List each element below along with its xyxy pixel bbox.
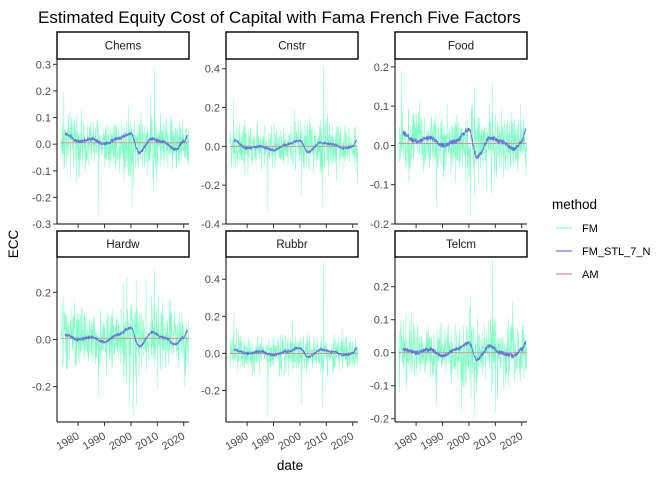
y-tick-label: 0.0 <box>36 139 51 151</box>
y-tick-label: -0.1 <box>370 381 389 393</box>
y-tick-label: 0.2 <box>374 282 389 294</box>
panel-chems: Chems -0.3 -0.2 -0.1 0.0 0.1 0.2 0.3 <box>32 31 190 231</box>
y-tick-label: 0.1 <box>374 315 389 327</box>
y-tick-label: -0.2 <box>201 180 220 192</box>
y-tick-label: -0.2 <box>370 219 389 231</box>
series-fm-stl-7-n-line <box>64 326 188 348</box>
panel-food: Food -0.2 -0.1 0.0 0.1 0.2 <box>370 31 528 231</box>
strip-box <box>56 230 190 258</box>
series-fm-line <box>398 70 527 217</box>
y-tick-label: 0.2 <box>205 103 220 115</box>
y-tick-label: 0.1 <box>374 101 389 113</box>
y-tick-label: 0.2 <box>36 86 51 98</box>
series-fm-stl-7-n-line <box>233 138 358 154</box>
plot-area <box>398 70 527 217</box>
strip-box <box>225 230 359 258</box>
strip-box <box>394 230 528 258</box>
y-tick-label: 0.0 <box>374 140 389 152</box>
y-tick-label: -0.1 <box>370 180 389 192</box>
strip-label: Chems <box>105 41 142 53</box>
strip-box <box>56 31 190 60</box>
y-tick-label: -0.1 <box>32 166 51 178</box>
series-fm-line <box>398 260 527 419</box>
y-tick-label: 0.0 <box>205 141 220 153</box>
y-tick-label: -0.2 <box>370 414 389 426</box>
strip-label: Cnstr <box>278 41 306 53</box>
y-tick-label: 0.2 <box>36 287 51 299</box>
strip-label: Food <box>448 41 474 53</box>
y-tick-label: 0.3 <box>36 59 51 71</box>
strip-label: Telcm <box>446 239 476 251</box>
y-axis-title: ECC <box>6 230 21 259</box>
chart-title: Estimated Equity Cost of Capital with Fa… <box>38 8 521 27</box>
strip-box <box>394 31 528 60</box>
strip-label: Hardw <box>106 239 140 251</box>
y-tick-label: 0.0 <box>36 335 51 347</box>
y-tick-label: -0.2 <box>32 382 51 394</box>
legend-title: method <box>552 197 597 212</box>
y-tick-label: -0.2 <box>32 192 51 204</box>
strip-label: Rubbr <box>276 239 307 251</box>
series-fm-line <box>229 262 358 417</box>
series-fm-stl-7-n-line <box>402 340 527 362</box>
legend-label: FM <box>582 223 598 235</box>
series-fm-stl-7-n-line <box>233 345 358 359</box>
series-fm-stl-7-n-line <box>402 127 527 160</box>
legend-label: AM <box>582 269 599 281</box>
panel-cnstr: Cnstr -0.4 -0.2 0.0 0.2 0.4 <box>201 31 359 231</box>
y-tick-label: 0.2 <box>205 311 220 323</box>
y-tick-label: 0.4 <box>205 64 220 76</box>
series-fm-stl-7-n-line <box>64 132 189 155</box>
series-fm-line <box>229 66 358 211</box>
plot-area <box>229 262 358 417</box>
y-tick-label: 0.0 <box>205 348 220 360</box>
y-tick-label: -0.4 <box>201 219 220 231</box>
plot-area <box>60 69 189 217</box>
y-tick-label: 0.1 <box>36 113 51 125</box>
plot-area <box>229 66 358 211</box>
plot-area <box>60 268 189 418</box>
legend: method FM FM_STL_7_N AM <box>552 197 651 281</box>
x-axis-title: date <box>277 458 303 473</box>
strip-box <box>225 31 359 60</box>
y-tick-label: -0.2 <box>201 385 220 397</box>
y-tick-label: 0.4 <box>205 274 220 286</box>
series-fm-line <box>60 268 189 418</box>
y-tick-label: 0.2 <box>374 62 389 74</box>
y-tick-label: -0.3 <box>32 219 51 231</box>
y-tick-label: 0.0 <box>374 348 389 360</box>
legend-label: FM_STL_7_N <box>582 246 651 258</box>
plot-area <box>398 260 527 419</box>
